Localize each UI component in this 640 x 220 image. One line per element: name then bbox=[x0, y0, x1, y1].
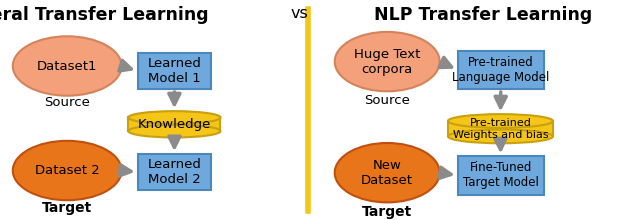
Text: Pre-trained
Weights and bias: Pre-trained Weights and bias bbox=[452, 118, 548, 139]
Text: Target: Target bbox=[362, 205, 412, 219]
Ellipse shape bbox=[448, 114, 553, 128]
Bar bbox=[138, 154, 211, 190]
Text: Fine-Tuned
Target Model: Fine-Tuned Target Model bbox=[463, 161, 539, 189]
Text: Dataset 2: Dataset 2 bbox=[35, 164, 100, 177]
Ellipse shape bbox=[128, 125, 220, 138]
Text: Source: Source bbox=[364, 94, 410, 107]
Text: NLP Transfer Learning: NLP Transfer Learning bbox=[374, 6, 593, 24]
Bar bbox=[448, 121, 553, 136]
Ellipse shape bbox=[335, 143, 440, 202]
Ellipse shape bbox=[13, 141, 122, 200]
Ellipse shape bbox=[13, 36, 122, 96]
Bar bbox=[458, 156, 544, 195]
Text: Knowledge: Knowledge bbox=[138, 118, 211, 131]
Bar bbox=[138, 53, 211, 89]
Ellipse shape bbox=[335, 32, 440, 91]
Text: Huge Text
corpora: Huge Text corpora bbox=[354, 48, 420, 76]
Text: New
Dataset: New Dataset bbox=[361, 159, 413, 187]
Text: Dataset1: Dataset1 bbox=[37, 59, 97, 73]
Text: Learned
Model 2: Learned Model 2 bbox=[147, 158, 202, 186]
Ellipse shape bbox=[448, 130, 553, 143]
Text: vs: vs bbox=[291, 6, 308, 20]
Ellipse shape bbox=[128, 111, 220, 124]
Bar bbox=[128, 117, 220, 131]
Text: Source: Source bbox=[44, 96, 90, 109]
Text: General Transfer Learning: General Transfer Learning bbox=[0, 6, 208, 24]
Text: Target: Target bbox=[42, 201, 92, 215]
Text: Pre-trained
Language Model: Pre-trained Language Model bbox=[452, 56, 550, 84]
Bar bbox=[458, 51, 544, 89]
Text: Learned
Model 1: Learned Model 1 bbox=[147, 57, 202, 85]
